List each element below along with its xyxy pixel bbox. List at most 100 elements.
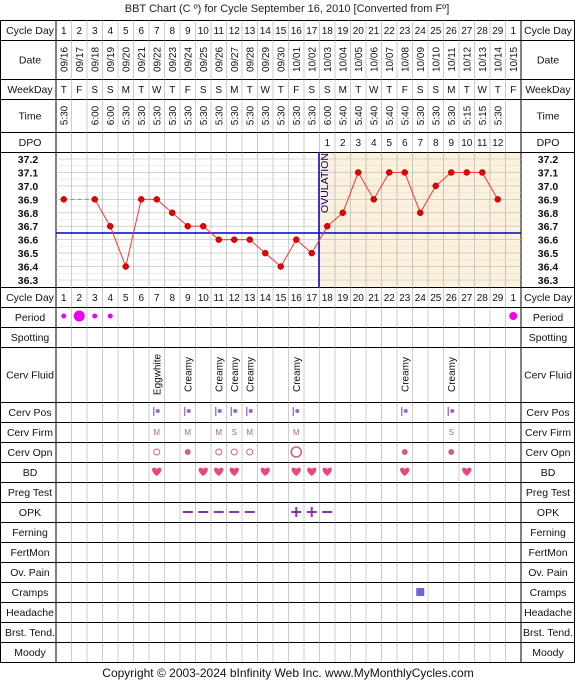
date-cell: 09/30 [276, 47, 287, 72]
row-label-right: Period [533, 312, 564, 324]
temp-axis-label-left: 36.4 [18, 262, 39, 274]
cerv-firm-cell: M [246, 428, 253, 437]
date-cell: 10/11 [447, 47, 458, 72]
date-cell: 10/14 [493, 47, 504, 72]
time-cell: 5:30 [245, 105, 256, 125]
cycle-day-cell: 26 [446, 26, 458, 37]
date-cell: 09/18 [90, 47, 101, 72]
temp-line-segment [357, 172, 375, 200]
time-cell: 5:30 [121, 105, 132, 125]
row-label-left: Cerv Firm [7, 427, 53, 439]
row-label-right: Cramps [530, 587, 567, 599]
row-label-left: Headache [6, 607, 54, 619]
bd-heart-icon [260, 467, 270, 476]
bd-heart-icon [229, 467, 239, 476]
temp-point [355, 169, 362, 176]
cerv-firm-cell: S [232, 428, 237, 437]
cycle-day-cell: 20 [353, 293, 365, 304]
temp-point [169, 209, 176, 217]
cycle-day-cell: 8 [169, 293, 175, 304]
cycle-day-cell: 2 [76, 293, 82, 304]
bd-heart-icon [400, 467, 410, 476]
row-label-left: Ov. Pain [10, 567, 50, 579]
dpo-cell: 12 [492, 138, 504, 149]
temp-point [339, 209, 346, 217]
cycle-day-cell: 12 [229, 293, 241, 304]
cycle-day-cell: 4 [107, 26, 113, 37]
temperature-series: OVULATION [56, 152, 521, 287]
temp-point [432, 182, 439, 190]
cerv-firm-cell: M [153, 428, 160, 437]
temp-point [184, 222, 191, 230]
temp-line-segment [202, 225, 220, 241]
time-cell: 6:00 [106, 105, 117, 125]
time-cell: 5:30 [292, 105, 303, 125]
cerv-fluid-cell: Creamy [230, 357, 241, 392]
row-label-right: Ferning [530, 527, 566, 539]
cycle-day-cell: 2 [76, 26, 82, 37]
time-cell: 5:30 [214, 105, 225, 125]
cerv-opn-circle [153, 448, 161, 456]
time-cell: 5:40 [354, 105, 365, 125]
row-label-left: DPO [19, 137, 42, 149]
bd-heart-icon [462, 467, 472, 476]
temp-axis-label-left: 37.0 [18, 181, 39, 193]
temp-line-segment [326, 212, 344, 227]
period-dot [73, 310, 85, 322]
row-label-right: Cerv Firm [525, 427, 571, 439]
dpo-cell: 6 [402, 138, 408, 149]
date-cell: 10/04 [338, 47, 349, 72]
cerv-fluid-cell: Creamy [447, 357, 458, 392]
chart-grid [0, 20, 575, 663]
weekday-cell: T [386, 85, 392, 96]
temp-axis-label-left: 36.6 [18, 235, 39, 247]
date-cell: 10/15 [509, 47, 520, 72]
row-label-left: Cycle Day [6, 292, 55, 304]
weekday-cell: M [447, 85, 455, 96]
cycle-day-cell: 1 [510, 26, 516, 37]
cerv-fluid-cell: Creamy [214, 357, 225, 392]
chart-title: BBT Chart (C º) for Cycle September 16, … [125, 3, 450, 15]
temp-axis-label-left: 36.9 [18, 194, 39, 206]
cycle-day-cell: 14 [260, 293, 272, 304]
temp-point [122, 263, 129, 270]
time-cell: 5:30 [230, 105, 241, 125]
dpo-cell: 7 [417, 138, 423, 149]
time-cell: 5:30 [152, 105, 163, 125]
temp-line-segment [280, 239, 297, 267]
cerv-fluid-cell: Creamy [400, 357, 411, 392]
row-label-right: Date [537, 55, 559, 67]
temp-point [215, 236, 222, 243]
cerv-firm-cell: M [184, 428, 191, 437]
cycle-day-cell: 13 [244, 26, 256, 37]
cycle-day-cell: 11 [214, 26, 225, 37]
date-cell: 10/07 [385, 47, 396, 72]
dpo-cell: 1 [324, 138, 330, 149]
bd-heart-icon [322, 467, 332, 476]
date-cell: 10/05 [354, 47, 365, 72]
date-cell: 09/22 [152, 47, 163, 72]
temp-point [401, 169, 408, 176]
temp-point [277, 263, 284, 270]
time-cell: 5:30 [276, 105, 287, 125]
cycle-day-cell: 17 [306, 293, 318, 304]
row-label-right: Preg Test [526, 487, 570, 499]
dpo-cell: 5 [386, 138, 392, 149]
date-cell: 10/03 [323, 47, 334, 72]
weekday-cell: M [339, 85, 347, 96]
weekday-cell: S [200, 85, 207, 96]
temp-axis-label-right: 37.2 [538, 154, 559, 166]
cerv-firm-cell: S [449, 428, 454, 437]
temp-line-segment [419, 185, 437, 214]
temp-point [138, 196, 145, 203]
temp-line-segment [109, 226, 127, 267]
temp-axis-label-right: 37.1 [538, 167, 559, 179]
row-label-left: OPK [19, 507, 41, 519]
weekday-cell: F [185, 85, 191, 96]
row-label-right: Brst. Tend. [523, 627, 573, 639]
temp-axis-label-right: 36.8 [538, 208, 559, 220]
cycle-day-cell: 10 [198, 26, 210, 37]
bd-heart-icon [214, 467, 224, 476]
cycle-day-cell: 20 [353, 26, 365, 37]
